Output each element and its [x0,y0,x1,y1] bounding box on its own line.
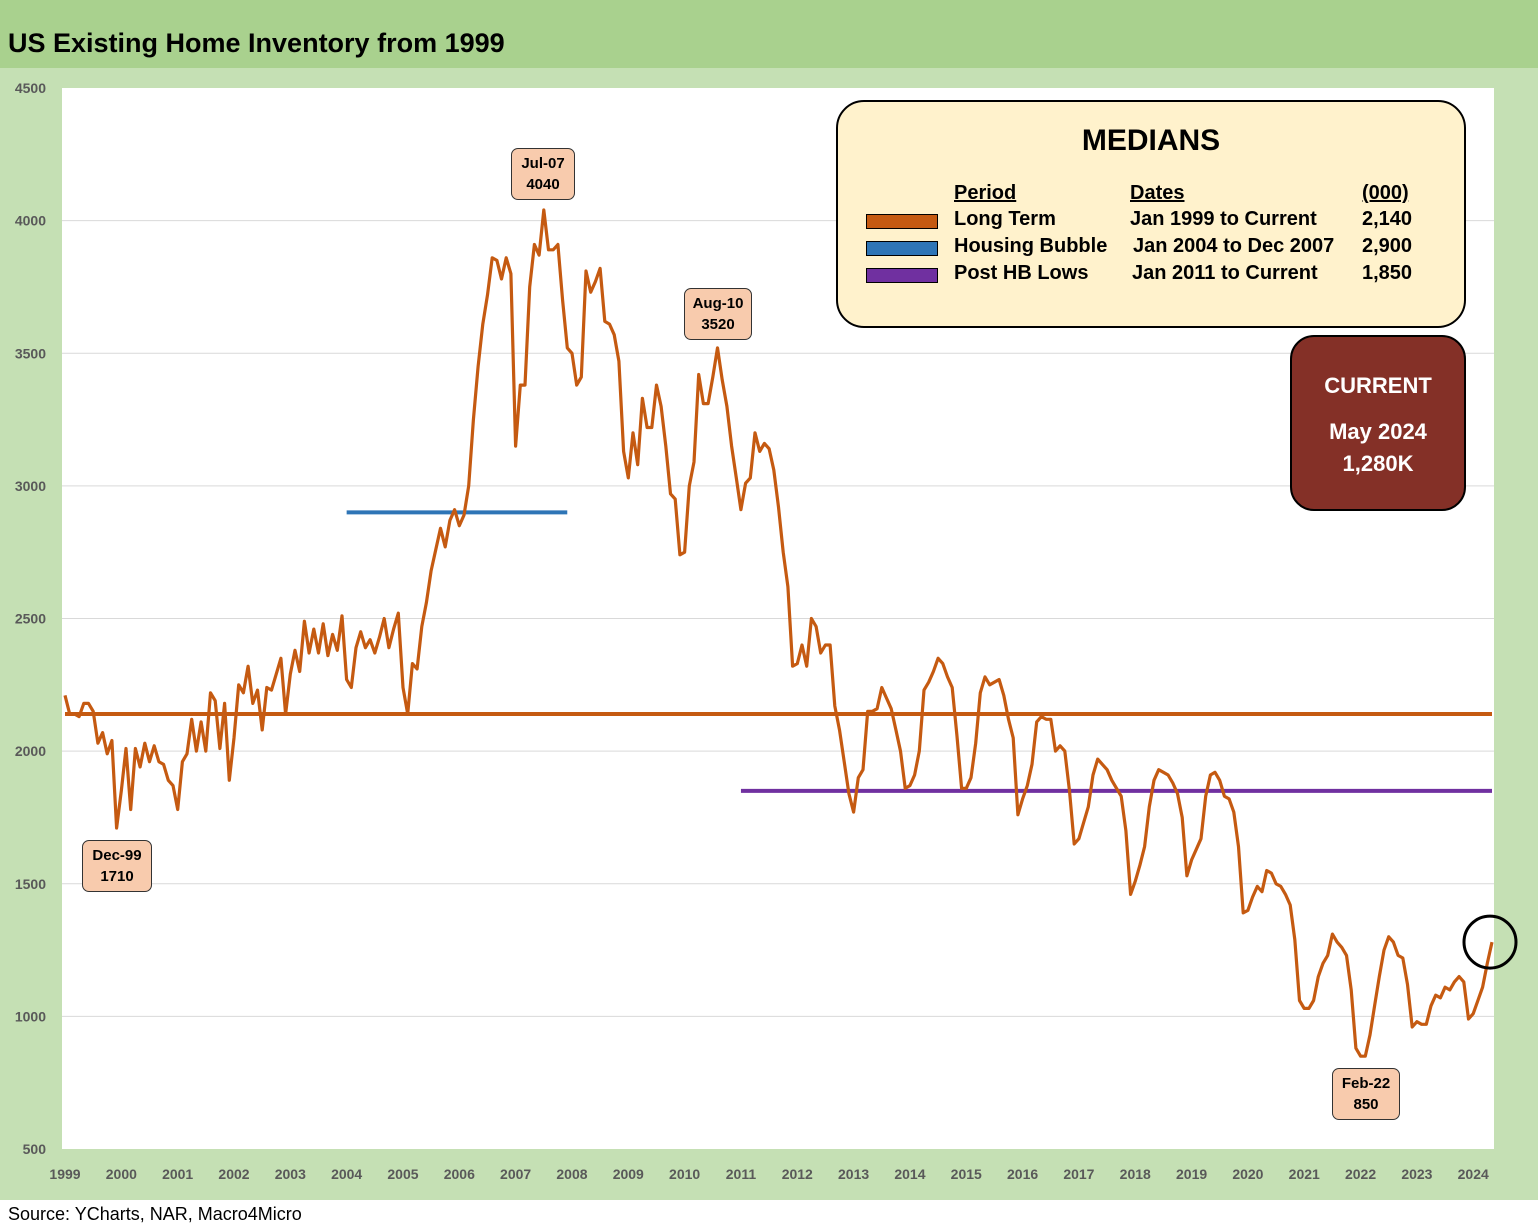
annotation-date: Feb-22 [1341,1075,1391,1092]
current-value: 1,280K [1342,451,1414,476]
x-tick-label: 2007 [500,1166,531,1182]
inventory-series-line [63,208,1494,1058]
median-period: Housing Bubble [954,235,1108,257]
source-note: Source: YCharts, NAR, Macro4Micro [8,1204,302,1224]
header-value: (000) [1362,182,1409,204]
x-tick-label: 2024 [1458,1166,1489,1182]
y-tick-label: 4000 [15,213,46,229]
x-tick-label: 2008 [556,1166,587,1182]
x-tick-label: 2010 [669,1166,700,1182]
median-period: Post HB Lows [954,262,1089,284]
x-tick-label: 2018 [1120,1166,1151,1182]
x-tick-label: 2016 [1007,1166,1038,1182]
y-tick-label: 2000 [15,743,46,759]
series-group [63,208,1494,1058]
median-row-post-hb-lows: Post HB Lows Jan 2011 to Current 1,850 [838,262,1464,288]
current-point-circle [1462,914,1518,970]
x-tick-label: 2013 [838,1166,869,1182]
header-dates: Dates [1130,182,1185,204]
annotation-date: Jul-07 [521,155,565,172]
medians-title: MEDIANS [1081,124,1221,157]
y-tick-label: 3000 [15,478,46,494]
annotation-dec-99: Dec-99 1710 [82,840,152,892]
x-tick-label: 2000 [106,1166,137,1182]
annotation-feb-22: Feb-22 850 [1332,1068,1400,1120]
y-tick-label: 3500 [15,345,46,361]
x-tick-label: 2006 [444,1166,475,1182]
annotation-date: Dec-99 [92,847,142,864]
x-tick-label: 1999 [49,1166,80,1182]
median-row-long-term: Long Term Jan 1999 to Current 2,140 [838,208,1464,234]
title-bar: US Existing Home Inventory from 1999 [0,0,1538,68]
x-tick-label: 2015 [951,1166,982,1182]
x-tick-label: 2012 [782,1166,813,1182]
y-tick-label: 1500 [15,876,46,892]
annotation-jul-07: Jul-07 4040 [511,148,575,200]
x-tick-label: 2009 [613,1166,644,1182]
median-dates: Jan 2011 to Current [1132,262,1318,284]
medians-legend: MEDIANS Period Dates (000) Long Term Jan… [836,100,1466,328]
chart-title: US Existing Home Inventory from 1999 [8,28,505,58]
current-value-box: CURRENT May 2024 1,280K [1290,335,1466,511]
x-tick-label: 2021 [1289,1166,1320,1182]
median-period: Long Term [954,208,1056,230]
y-tick-label: 500 [23,1141,47,1157]
median-value: 1,850 [1362,262,1413,284]
median-row-housing-bubble: Housing Bubble Jan 2004 to Dec 2007 2,90… [838,235,1464,261]
current-period: May 2024 [1329,419,1427,444]
y-tick-label: 4500 [15,80,46,96]
current-title: CURRENT [1324,373,1432,398]
legend-swatch [866,214,938,229]
header-period: Period [954,182,1017,204]
x-tick-label: 2002 [218,1166,249,1182]
x-tick-label: 2005 [387,1166,418,1182]
x-tick-label: 2003 [275,1166,306,1182]
y-axis: 500 1000 1500 2000 2500 3000 3500 4000 4500 [15,80,46,1157]
annotation-value: 4040 [526,176,560,193]
x-tick-label: 2022 [1345,1166,1376,1182]
y-tick-label: 2500 [15,611,46,627]
y-tick-label: 1000 [15,1008,46,1024]
annotation-value: 1710 [100,868,134,885]
x-tick-label: 2004 [331,1166,362,1182]
x-tick-label: 2017 [1063,1166,1094,1182]
annotation-value: 3520 [701,316,735,333]
x-tick-label: 2023 [1401,1166,1432,1182]
annotation-aug-10: Aug-10 3520 [684,288,752,340]
legend-swatch [866,241,938,256]
x-axis: 1999 2000 2001 2002 2003 2004 2005 2006 2007 2008… [49,1166,1489,1182]
median-value: 2,900 [1362,235,1413,257]
x-tick-label: 2014 [894,1166,925,1182]
median-dates: Jan 1999 to Current [1130,208,1317,230]
annotation-value: 850 [1353,1096,1379,1113]
x-tick-label: 2011 [726,1166,757,1182]
annotation-date: Aug-10 [692,295,744,312]
median-dates: Jan 2004 to Dec 2007 [1133,235,1335,257]
x-tick-label: 2019 [1176,1166,1207,1182]
median-value: 2,140 [1362,208,1413,230]
legend-swatch [866,268,938,283]
x-tick-label: 2001 [162,1166,193,1182]
x-tick-label: 2020 [1232,1166,1263,1182]
